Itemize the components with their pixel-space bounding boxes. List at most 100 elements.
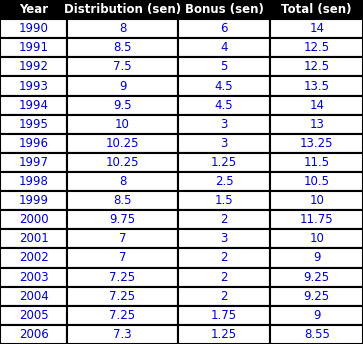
Bar (178, 76, 270, 96)
Bar (270, 248, 363, 268)
Text: 7.25: 7.25 (110, 290, 135, 303)
Bar (178, 57, 270, 76)
Text: 13.5: 13.5 (304, 79, 330, 93)
Text: 14: 14 (309, 99, 324, 111)
Bar (0, 134, 67, 153)
Text: 10: 10 (309, 194, 324, 207)
Bar (270, 115, 363, 134)
Text: 10.25: 10.25 (106, 156, 139, 169)
Bar (67, 191, 178, 210)
Bar (178, 0, 270, 19)
Bar (67, 287, 178, 306)
Bar (67, 38, 178, 57)
Text: Distribution (sen): Distribution (sen) (64, 3, 181, 16)
Bar (67, 172, 178, 191)
Bar (67, 268, 178, 287)
Bar (270, 191, 363, 210)
Bar (270, 229, 363, 248)
Text: 8: 8 (119, 22, 126, 35)
Bar (67, 57, 178, 76)
Bar (67, 76, 178, 96)
Text: 9.75: 9.75 (110, 213, 135, 226)
Bar (178, 248, 270, 268)
Text: 2001: 2001 (19, 233, 48, 245)
Bar (178, 96, 270, 115)
Text: 5: 5 (220, 61, 228, 73)
Bar (178, 172, 270, 191)
Bar (0, 172, 67, 191)
Text: 8.5: 8.5 (113, 194, 132, 207)
Bar (0, 76, 67, 96)
Text: 2000: 2000 (19, 213, 48, 226)
Bar (67, 0, 178, 19)
Text: 10.25: 10.25 (106, 137, 139, 150)
Bar (178, 306, 270, 325)
Text: 13: 13 (309, 118, 324, 131)
Bar (0, 268, 67, 287)
Text: 2004: 2004 (19, 290, 48, 303)
Text: 1995: 1995 (19, 118, 49, 131)
Text: 8.55: 8.55 (304, 328, 330, 341)
Text: 7.25: 7.25 (110, 271, 135, 283)
Bar (178, 153, 270, 172)
Text: 6: 6 (220, 22, 228, 35)
Bar (0, 325, 67, 344)
Bar (270, 153, 363, 172)
Bar (178, 38, 270, 57)
Bar (67, 115, 178, 134)
Bar (67, 19, 178, 38)
Text: Bonus (sen): Bonus (sen) (185, 3, 264, 16)
Text: 1990: 1990 (19, 22, 49, 35)
Bar (67, 96, 178, 115)
Bar (0, 19, 67, 38)
Text: 9: 9 (313, 251, 321, 265)
Text: 2003: 2003 (19, 271, 48, 283)
Bar (67, 153, 178, 172)
Text: 8: 8 (119, 175, 126, 188)
Bar (0, 287, 67, 306)
Text: 1993: 1993 (19, 79, 49, 93)
Text: 9: 9 (313, 309, 321, 322)
Bar (270, 287, 363, 306)
Text: 3: 3 (220, 118, 228, 131)
Bar (178, 210, 270, 229)
Text: 2: 2 (220, 271, 228, 283)
Bar (0, 248, 67, 268)
Bar (67, 306, 178, 325)
Bar (270, 57, 363, 76)
Bar (270, 76, 363, 96)
Bar (67, 248, 178, 268)
Text: 4.5: 4.5 (215, 99, 233, 111)
Text: 2005: 2005 (19, 309, 48, 322)
Bar (0, 96, 67, 115)
Bar (178, 191, 270, 210)
Bar (270, 325, 363, 344)
Bar (270, 96, 363, 115)
Bar (0, 210, 67, 229)
Text: 10: 10 (309, 233, 324, 245)
Text: 1992: 1992 (19, 61, 49, 73)
Bar (270, 0, 363, 19)
Bar (178, 134, 270, 153)
Bar (0, 0, 67, 19)
Text: 2: 2 (220, 213, 228, 226)
Text: 2006: 2006 (19, 328, 48, 341)
Bar (178, 229, 270, 248)
Text: 8.5: 8.5 (113, 41, 132, 54)
Text: 11.5: 11.5 (304, 156, 330, 169)
Text: 1991: 1991 (19, 41, 49, 54)
Text: 11.75: 11.75 (300, 213, 334, 226)
Text: Year: Year (19, 3, 48, 16)
Text: 1998: 1998 (19, 175, 49, 188)
Bar (270, 38, 363, 57)
Text: 7.3: 7.3 (113, 328, 132, 341)
Text: 4: 4 (220, 41, 228, 54)
Text: 1.75: 1.75 (211, 309, 237, 322)
Text: 1999: 1999 (19, 194, 49, 207)
Bar (178, 115, 270, 134)
Bar (0, 153, 67, 172)
Bar (67, 229, 178, 248)
Bar (270, 268, 363, 287)
Bar (270, 134, 363, 153)
Bar (0, 306, 67, 325)
